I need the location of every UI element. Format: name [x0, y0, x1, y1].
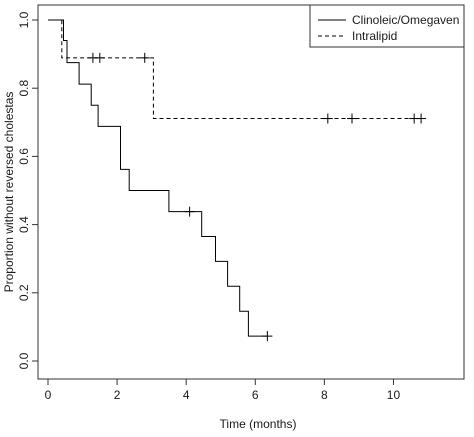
series-line-0: [48, 19, 268, 337]
censor-mark-0-0: [184, 206, 195, 217]
x-tick-label-3: 6: [252, 388, 259, 402]
plot-frame: [37, 4, 465, 380]
x-tick-label-5: 10: [387, 388, 401, 402]
x-tick-label-0: 0: [45, 388, 52, 402]
y-tick-label-2: 0.4: [17, 216, 31, 233]
x-tick-label-4: 8: [321, 388, 328, 402]
y-axis-label: Proportion without reversed cholestas: [2, 92, 16, 293]
censor-mark-1-2: [139, 52, 150, 63]
censor-mark-1-4: [347, 113, 357, 124]
y-tick-label-1: 0.2: [17, 284, 31, 301]
x-axis-label: Time (months): [220, 417, 297, 431]
x-tick-label-2: 4: [183, 388, 190, 402]
legend-label-intralipid: Intralipid: [352, 29, 397, 43]
censor-mark-1-1: [94, 52, 105, 63]
censor-mark-1-6: [416, 113, 427, 124]
x-tick-label-1: 2: [114, 388, 121, 402]
axis-layer: 0 2 4 6 8 10 0.0 0.2 0.4 0.6 0.8 1.0: [17, 11, 400, 402]
series-line-1: [48, 19, 423, 119]
y-tick-label-0: 0.0: [17, 352, 31, 369]
legend: Clinoleic/Omegaven Intralipid: [309, 4, 465, 48]
y-tick-label-4: 0.8: [17, 80, 31, 97]
censor-mark-0-1: [262, 331, 273, 342]
legend-box: [309, 4, 465, 48]
series-layer: [48, 19, 427, 342]
y-tick-label-3: 0.6: [17, 148, 31, 165]
censor-mark-1-3: [322, 113, 333, 124]
legend-label-clinoleic: Clinoleic/Omegaven: [352, 13, 459, 27]
y-tick-label-5: 1.0: [17, 11, 31, 28]
